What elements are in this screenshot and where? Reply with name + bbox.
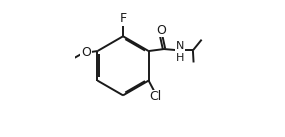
Text: Cl: Cl [149,90,161,103]
Text: F: F [119,12,127,25]
Text: N
H: N H [176,41,184,62]
Text: O: O [156,24,166,37]
Text: O: O [81,46,91,59]
